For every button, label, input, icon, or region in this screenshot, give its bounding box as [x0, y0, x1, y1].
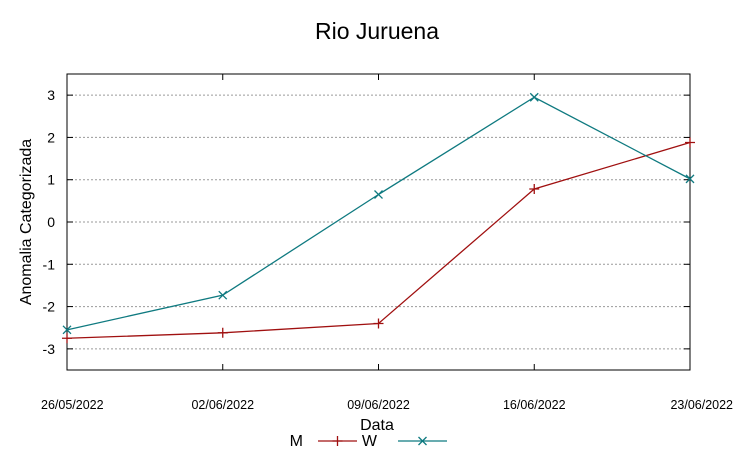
- x-tick-label: 26/05/2022: [41, 398, 104, 412]
- y-tick-label: 1: [47, 172, 55, 188]
- plot-frame: [66, 73, 691, 371]
- x-axis-ticks: 26/05/2022 02/06/2022 09/06/2022 16/06/2022…: [41, 74, 733, 412]
- data-point-m: [217, 327, 228, 338]
- y-tick-label: 3: [47, 87, 55, 103]
- y-tick-label: 2: [47, 129, 55, 145]
- legend-label-w: W: [362, 433, 378, 450]
- data-point-w: [62, 325, 72, 335]
- data-point-w: [685, 174, 695, 184]
- x-tick-label: 09/06/2022: [347, 398, 410, 412]
- data-point-w: [218, 290, 228, 300]
- grid-lines: [67, 94, 690, 350]
- legend-label-m: M: [290, 433, 303, 450]
- series-m: [62, 137, 695, 344]
- series-group: [62, 92, 695, 344]
- data-point-m: [529, 184, 540, 195]
- data-point-m: [62, 333, 72, 344]
- y-axis-label: Anomalia Categorizada: [18, 139, 35, 305]
- data-point-m: [685, 137, 695, 148]
- y-axis-ticks: -3 -2 -1 0 1 2 3: [43, 87, 690, 357]
- legend-marker-m: [332, 436, 343, 446]
- x-tick-label: 02/06/2022: [191, 398, 254, 412]
- y-tick-label: -2: [43, 299, 56, 315]
- series-w: [62, 92, 695, 335]
- series-line-w: [66, 96, 691, 331]
- chart-title: Rio Juruena: [315, 18, 439, 44]
- legend-marker-w: [418, 436, 427, 446]
- data-point-m: [373, 318, 384, 329]
- x-axis-label: Data: [360, 417, 394, 434]
- y-tick-label: 0: [47, 214, 55, 230]
- y-tick-label: -1: [43, 256, 56, 272]
- x-tick-label: 16/06/2022: [503, 398, 566, 412]
- x-tick-label: 23/06/2022: [670, 398, 733, 412]
- data-point-w: [374, 190, 383, 199]
- data-point-w: [529, 92, 539, 102]
- y-tick-label: -3: [43, 341, 56, 357]
